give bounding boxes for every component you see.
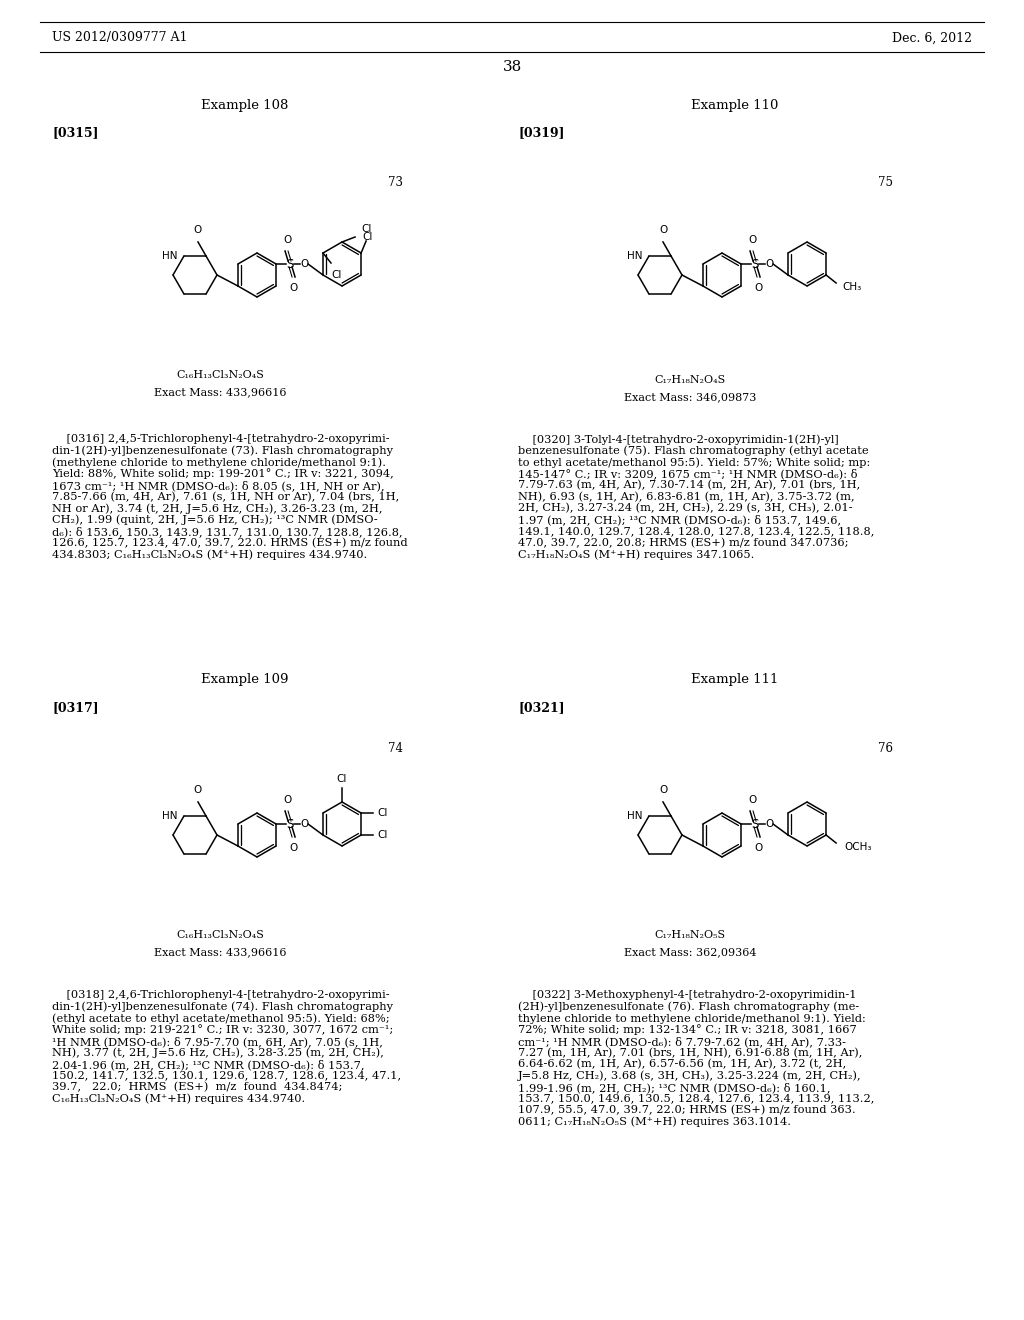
Text: NH or Ar), 3.74 (t, 2H, J=5.6 Hz, CH₂), 3.26-3.23 (m, 2H,: NH or Ar), 3.74 (t, 2H, J=5.6 Hz, CH₂), … — [52, 503, 383, 513]
Text: NH), 6.93 (s, 1H, Ar), 6.83-6.81 (m, 1H, Ar), 3.75-3.72 (m,: NH), 6.93 (s, 1H, Ar), 6.83-6.81 (m, 1H,… — [518, 491, 855, 502]
Text: 1673 cm⁻¹; ¹H NMR (DMSO-d₆): δ 8.05 (s, 1H, NH or Ar),: 1673 cm⁻¹; ¹H NMR (DMSO-d₆): δ 8.05 (s, … — [52, 480, 385, 491]
Text: 0611; C₁₇H₁₈N₂O₅S (M⁺+H) requires 363.1014.: 0611; C₁₇H₁₈N₂O₅S (M⁺+H) requires 363.10… — [518, 1117, 791, 1127]
Text: O: O — [289, 282, 297, 293]
Text: HN: HN — [162, 251, 178, 261]
Text: Cl: Cl — [377, 830, 387, 840]
Text: O: O — [658, 785, 667, 795]
Text: O: O — [283, 795, 291, 805]
Text: CH₃: CH₃ — [842, 282, 861, 292]
Text: Exact Mass: 433,96616: Exact Mass: 433,96616 — [154, 946, 287, 957]
Text: O: O — [765, 259, 773, 269]
Text: CH₂), 1.99 (quint, 2H, J=5.6 Hz, CH₂); ¹³C NMR (DMSO-: CH₂), 1.99 (quint, 2H, J=5.6 Hz, CH₂); ¹… — [52, 515, 378, 525]
Text: 74: 74 — [388, 742, 403, 755]
Text: C₁₆H₁₃Cl₃N₂O₄S: C₁₆H₁₃Cl₃N₂O₄S — [176, 931, 264, 940]
Text: 7.79-7.63 (m, 4H, Ar), 7.30-7.14 (m, 2H, Ar), 7.01 (brs, 1H,: 7.79-7.63 (m, 4H, Ar), 7.30-7.14 (m, 2H,… — [518, 480, 860, 490]
Text: S: S — [287, 817, 294, 830]
Text: (ethyl acetate to ethyl acetate/methanol 95:5). Yield: 68%;: (ethyl acetate to ethyl acetate/methanol… — [52, 1012, 389, 1023]
Text: C₁₆H₁₃Cl₃N₂O₄S: C₁₆H₁₃Cl₃N₂O₄S — [176, 370, 264, 380]
Text: O: O — [754, 843, 762, 853]
Text: S: S — [752, 257, 759, 271]
Text: [0321]: [0321] — [518, 701, 564, 714]
Text: O: O — [300, 259, 308, 269]
Text: to ethyl acetate/methanol 95:5). Yield: 57%; White solid; mp:: to ethyl acetate/methanol 95:5). Yield: … — [518, 457, 870, 467]
Text: 38: 38 — [503, 59, 521, 74]
Text: [0318] 2,4,6-Trichlorophenyl-4-[tetrahydro-2-oxopyrimi-: [0318] 2,4,6-Trichlorophenyl-4-[tetrahyd… — [52, 990, 389, 1001]
Text: 145-147° C.; IR v: 3209, 1675 cm⁻¹; ¹H NMR (DMSO-d₆): δ: 145-147° C.; IR v: 3209, 1675 cm⁻¹; ¹H N… — [518, 469, 857, 479]
Text: Exact Mass: 346,09873: Exact Mass: 346,09873 — [624, 392, 756, 403]
Text: O: O — [194, 785, 202, 795]
Text: Cl: Cl — [377, 808, 387, 818]
Text: O: O — [748, 235, 756, 246]
Text: O: O — [748, 795, 756, 805]
Text: C₁₇H₁₈N₂O₅S: C₁₇H₁₈N₂O₅S — [654, 931, 726, 940]
Text: ¹H NMR (DMSO-d₆): δ 7.95-7.70 (m, 6H, Ar), 7.05 (s, 1H,: ¹H NMR (DMSO-d₆): δ 7.95-7.70 (m, 6H, Ar… — [52, 1036, 383, 1047]
Text: NH), 3.77 (t, 2H, J=5.6 Hz, CH₂), 3.28-3.25 (m, 2H, CH₂),: NH), 3.77 (t, 2H, J=5.6 Hz, CH₂), 3.28-3… — [52, 1048, 384, 1059]
Text: O: O — [300, 818, 308, 829]
Text: (methylene chloride to methylene chloride/methanol 9:1).: (methylene chloride to methylene chlorid… — [52, 457, 386, 467]
Text: O: O — [283, 235, 291, 246]
Text: [0316] 2,4,5-Trichlorophenyl-4-[tetrahydro-2-oxopyrimi-: [0316] 2,4,5-Trichlorophenyl-4-[tetrahyd… — [52, 434, 389, 444]
Text: 1.99-1.96 (m, 2H, CH₂); ¹³C NMR (DMSO-d₆): δ 160.1,: 1.99-1.96 (m, 2H, CH₂); ¹³C NMR (DMSO-d₆… — [518, 1082, 830, 1093]
Text: J=5.8 Hz, CH₂), 3.68 (s, 3H, CH₃), 3.25-3.224 (m, 2H, CH₂),: J=5.8 Hz, CH₂), 3.68 (s, 3H, CH₃), 3.25-… — [518, 1071, 861, 1081]
Text: Cl: Cl — [360, 224, 372, 234]
Text: 7.27 (m, 1H, Ar), 7.01 (brs, 1H, NH), 6.91-6.88 (m, 1H, Ar),: 7.27 (m, 1H, Ar), 7.01 (brs, 1H, NH), 6.… — [518, 1048, 862, 1057]
Text: Example 111: Example 111 — [691, 673, 778, 686]
Text: 73: 73 — [388, 177, 403, 190]
Text: [0315]: [0315] — [52, 127, 98, 140]
Text: 153.7, 150.0, 149.6, 130.5, 128.4, 127.6, 123.4, 113.9, 113.2,: 153.7, 150.0, 149.6, 130.5, 128.4, 127.6… — [518, 1093, 874, 1104]
Text: 39.7,   22.0;  HRMS  (ES+)  m/z  found  434.8474;: 39.7, 22.0; HRMS (ES+) m/z found 434.847… — [52, 1082, 342, 1093]
Text: 434.8303; C₁₆H₁₃Cl₃N₂O₄S (M⁺+H) requires 434.9740.: 434.8303; C₁₆H₁₃Cl₃N₂O₄S (M⁺+H) requires… — [52, 549, 368, 560]
Text: HN: HN — [162, 810, 178, 821]
Text: [0317]: [0317] — [52, 701, 98, 714]
Text: Cl: Cl — [362, 232, 373, 242]
Text: 150.2, 141.7, 132.5, 130.1, 129.6, 128.7, 128.6, 123.4, 47.1,: 150.2, 141.7, 132.5, 130.1, 129.6, 128.7… — [52, 1071, 401, 1081]
Text: 2.04-1.96 (m, 2H, CH₂); ¹³C NMR (DMSO-d₆): δ 153.7,: 2.04-1.96 (m, 2H, CH₂); ¹³C NMR (DMSO-d₆… — [52, 1059, 365, 1069]
Text: thylene chloride to methylene chloride/methanol 9:1). Yield:: thylene chloride to methylene chloride/m… — [518, 1012, 865, 1023]
Text: [0320] 3-Tolyl-4-[tetrahydro-2-oxopyrimidin-1(2H)-yl]: [0320] 3-Tolyl-4-[tetrahydro-2-oxopyrimi… — [518, 434, 839, 445]
Text: Exact Mass: 362,09364: Exact Mass: 362,09364 — [624, 946, 757, 957]
Text: Example 108: Example 108 — [202, 99, 289, 111]
Text: Yield: 88%, White solid; mp: 199-201° C.; IR v: 3221, 3094,: Yield: 88%, White solid; mp: 199-201° C.… — [52, 469, 394, 479]
Text: Cl: Cl — [331, 271, 341, 280]
Text: Dec. 6, 2012: Dec. 6, 2012 — [892, 32, 972, 45]
Text: d₆): δ 153.6, 150.3, 143.9, 131.7, 131.0, 130.7, 128.8, 126.8,: d₆): δ 153.6, 150.3, 143.9, 131.7, 131.0… — [52, 525, 402, 537]
Text: [0319]: [0319] — [518, 127, 564, 140]
Text: din-1(2H)-yl]benzenesulfonate (73). Flash chromatography: din-1(2H)-yl]benzenesulfonate (73). Flas… — [52, 446, 393, 457]
Text: 7.85-7.66 (m, 4H, Ar), 7.61 (s, 1H, NH or Ar), 7.04 (brs, 1H,: 7.85-7.66 (m, 4H, Ar), 7.61 (s, 1H, NH o… — [52, 491, 399, 502]
Text: cm⁻¹; ¹H NMR (DMSO-d₆): δ 7.79-7.62 (m, 4H, Ar), 7.33-: cm⁻¹; ¹H NMR (DMSO-d₆): δ 7.79-7.62 (m, … — [518, 1036, 846, 1047]
Text: S: S — [287, 257, 294, 271]
Text: OCH₃: OCH₃ — [844, 842, 871, 851]
Text: (2H)-yl]benzenesulfonate (76). Flash chromatography (me-: (2H)-yl]benzenesulfonate (76). Flash chr… — [518, 1002, 859, 1012]
Text: benzenesulfonate (75). Flash chromatography (ethyl acetate: benzenesulfonate (75). Flash chromatogra… — [518, 446, 868, 457]
Text: 107.9, 55.5, 47.0, 39.7, 22.0; HRMS (ES+) m/z found 363.: 107.9, 55.5, 47.0, 39.7, 22.0; HRMS (ES+… — [518, 1105, 856, 1115]
Text: O: O — [754, 282, 762, 293]
Text: US 2012/0309777 A1: US 2012/0309777 A1 — [52, 32, 187, 45]
Text: [0322] 3-Methoxyphenyl-4-[tetrahydro-2-oxopyrimidin-1: [0322] 3-Methoxyphenyl-4-[tetrahydro-2-o… — [518, 990, 856, 1001]
Text: HN: HN — [628, 251, 643, 261]
Text: Exact Mass: 433,96616: Exact Mass: 433,96616 — [154, 387, 287, 397]
Text: C₁₇H₁₈N₂O₄S (M⁺+H) requires 347.1065.: C₁₇H₁₈N₂O₄S (M⁺+H) requires 347.1065. — [518, 549, 755, 560]
Text: C₁₇H₁₈N₂O₄S: C₁₇H₁₈N₂O₄S — [654, 375, 726, 385]
Text: 76: 76 — [878, 742, 893, 755]
Text: 72%; White solid; mp: 132-134° C.; IR v: 3218, 3081, 1667: 72%; White solid; mp: 132-134° C.; IR v:… — [518, 1024, 857, 1035]
Text: O: O — [194, 224, 202, 235]
Text: 75: 75 — [878, 177, 893, 190]
Text: White solid; mp: 219-221° C.; IR v: 3230, 3077, 1672 cm⁻¹;: White solid; mp: 219-221° C.; IR v: 3230… — [52, 1024, 393, 1035]
Text: 149.1, 140.0, 129.7, 128.4, 128.0, 127.8, 123.4, 122.5, 118.8,: 149.1, 140.0, 129.7, 128.4, 128.0, 127.8… — [518, 525, 874, 536]
Text: 1.97 (m, 2H, CH₂); ¹³C NMR (DMSO-d₆): δ 153.7, 149.6,: 1.97 (m, 2H, CH₂); ¹³C NMR (DMSO-d₆): δ … — [518, 515, 841, 525]
Text: Cl: Cl — [337, 774, 347, 784]
Text: 47.0, 39.7, 22.0, 20.8; HRMS (ES+) m/z found 347.0736;: 47.0, 39.7, 22.0, 20.8; HRMS (ES+) m/z f… — [518, 537, 849, 548]
Text: S: S — [752, 817, 759, 830]
Text: HN: HN — [628, 810, 643, 821]
Text: Example 110: Example 110 — [691, 99, 778, 111]
Text: din-1(2H)-yl]benzenesulfonate (74). Flash chromatography: din-1(2H)-yl]benzenesulfonate (74). Flas… — [52, 1002, 393, 1012]
Text: O: O — [658, 224, 667, 235]
Text: O: O — [765, 818, 773, 829]
Text: 2H, CH₂), 3.27-3.24 (m, 2H, CH₂), 2.29 (s, 3H, CH₃), 2.01-: 2H, CH₂), 3.27-3.24 (m, 2H, CH₂), 2.29 (… — [518, 503, 853, 513]
Text: Example 109: Example 109 — [202, 673, 289, 686]
Text: C₁₆H₁₃Cl₃N₂O₄S (M⁺+H) requires 434.9740.: C₁₆H₁₃Cl₃N₂O₄S (M⁺+H) requires 434.9740. — [52, 1093, 305, 1104]
Text: 126.6, 125.7, 123.4, 47.0, 39.7, 22.0. HRMS (ES+) m/z found: 126.6, 125.7, 123.4, 47.0, 39.7, 22.0. H… — [52, 537, 408, 548]
Text: O: O — [289, 843, 297, 853]
Text: 6.64-6.62 (m, 1H, Ar), 6.57-6.56 (m, 1H, Ar), 3.72 (t, 2H,: 6.64-6.62 (m, 1H, Ar), 6.57-6.56 (m, 1H,… — [518, 1059, 846, 1069]
